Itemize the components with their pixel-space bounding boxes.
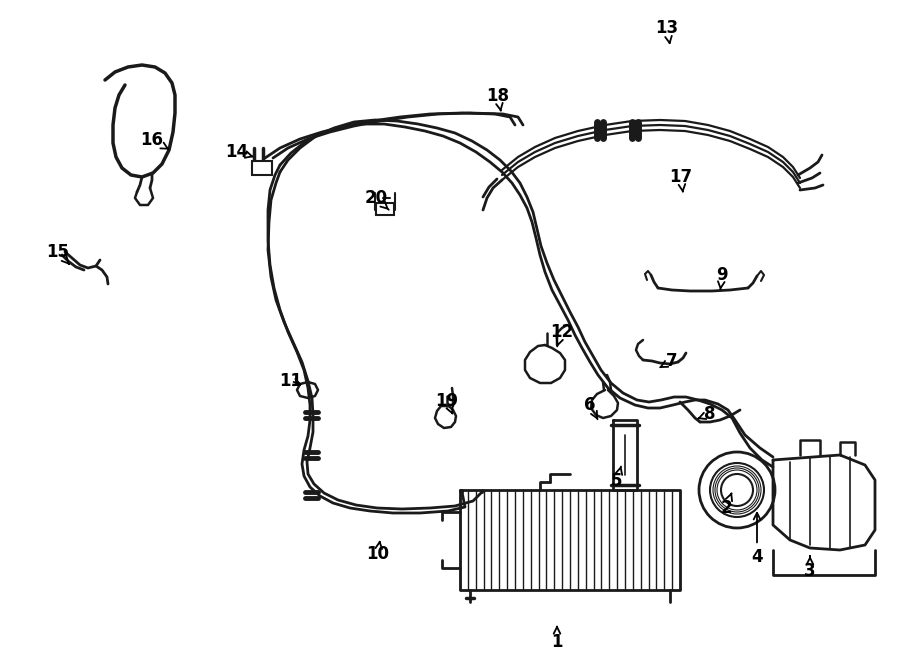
Text: 20: 20 (364, 189, 389, 210)
Text: 19: 19 (436, 392, 459, 413)
Text: 9: 9 (716, 266, 728, 290)
Text: 1: 1 (551, 627, 562, 651)
Text: 12: 12 (551, 323, 573, 346)
Text: 15: 15 (47, 243, 69, 264)
FancyBboxPatch shape (252, 161, 272, 175)
Text: 13: 13 (655, 19, 679, 43)
Text: 17: 17 (670, 168, 693, 192)
Text: 4: 4 (752, 513, 763, 566)
Text: 5: 5 (611, 467, 623, 490)
FancyBboxPatch shape (376, 203, 394, 215)
Text: 14: 14 (225, 143, 252, 161)
Text: 10: 10 (366, 541, 390, 563)
Text: 18: 18 (487, 87, 509, 111)
Text: 8: 8 (698, 405, 716, 423)
Text: 6: 6 (584, 396, 598, 419)
Text: 11: 11 (280, 372, 302, 390)
Text: 7: 7 (661, 352, 678, 370)
Text: 16: 16 (140, 131, 169, 149)
Text: 3: 3 (805, 557, 815, 580)
Text: 2: 2 (720, 493, 732, 517)
